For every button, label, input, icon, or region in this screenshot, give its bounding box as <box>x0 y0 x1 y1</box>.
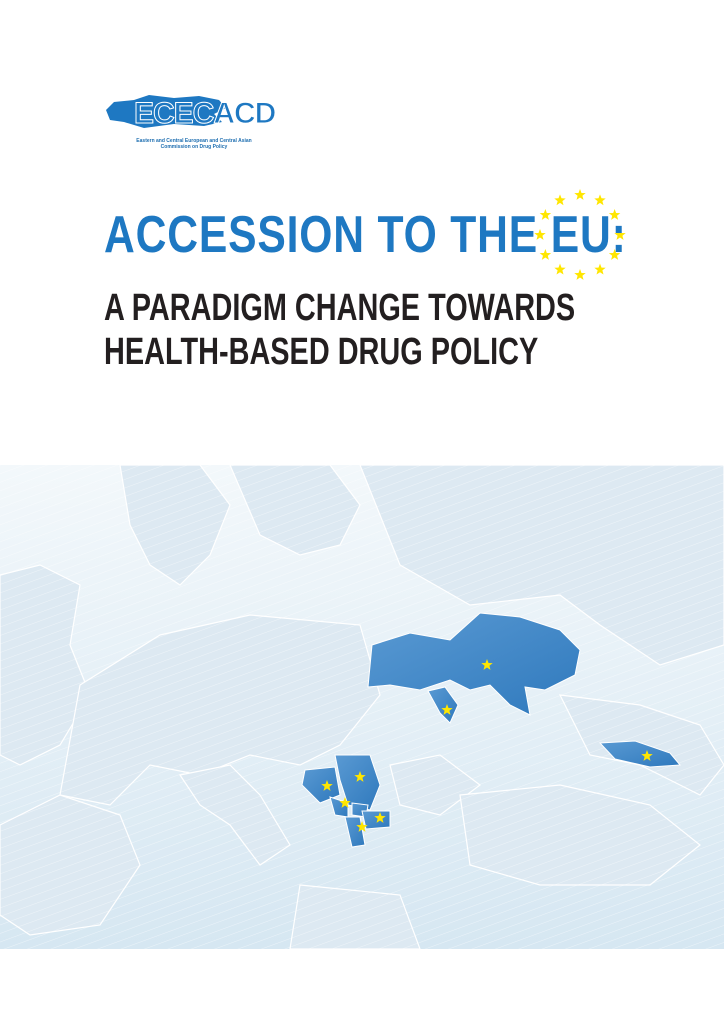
country-bosnia <box>301 766 341 804</box>
eu-star-icon <box>594 194 606 206</box>
eu-star-icon <box>608 249 621 260</box>
star-icon-moldova <box>441 704 453 715</box>
country-north-macedonia <box>361 810 391 830</box>
ececacd-logo: ECECACD Eastern and Central European and… <box>104 92 277 168</box>
country-ukraine <box>367 612 581 716</box>
eu-star-icon <box>539 249 552 260</box>
eu-star-icon <box>574 269 586 280</box>
logo-subtitle: Eastern and Central European and Central… <box>136 138 252 150</box>
country-serbia <box>334 754 381 811</box>
star-icon-serbia <box>354 771 366 782</box>
logo-map-shape <box>106 95 226 128</box>
eu-stars-icon <box>534 189 626 280</box>
star-icon-ukraine <box>481 659 493 670</box>
eu-star-icon <box>594 263 606 275</box>
country-moldova <box>427 686 459 724</box>
eu-star-icon <box>554 194 566 206</box>
highlighted-countries <box>301 612 682 848</box>
title-line-1: ACCESSION TO THE EU: <box>104 206 627 264</box>
star-icon-georgia <box>641 750 653 761</box>
logo-name: ECECACD <box>133 97 276 130</box>
title-line-2: A PARADIGM CHANGE TOWARDS <box>104 287 576 329</box>
eu-star-icon <box>614 229 626 240</box>
eu-star-icon <box>608 209 621 220</box>
title-subtitle: A PARADIGM CHANGE TOWARDS HEALTH-BASED D… <box>104 286 575 374</box>
country-georgia <box>598 740 682 768</box>
star-icon-bosnia-and-herzegovina <box>321 780 333 791</box>
title-line-3: HEALTH-BASED DRUG POLICY <box>104 331 539 373</box>
country-albania <box>344 816 366 848</box>
country-stars <box>321 659 653 832</box>
map-texture <box>0 465 724 949</box>
eu-star-icon <box>554 263 566 275</box>
europe-map <box>0 465 724 949</box>
eu-star-icon <box>534 229 546 240</box>
eu-star-icon <box>574 189 586 200</box>
star-icon-albania <box>374 812 386 823</box>
star-icon-montenegro <box>339 797 351 808</box>
star-icon-kosovo <box>356 821 368 832</box>
eu-star-icon <box>539 209 552 220</box>
